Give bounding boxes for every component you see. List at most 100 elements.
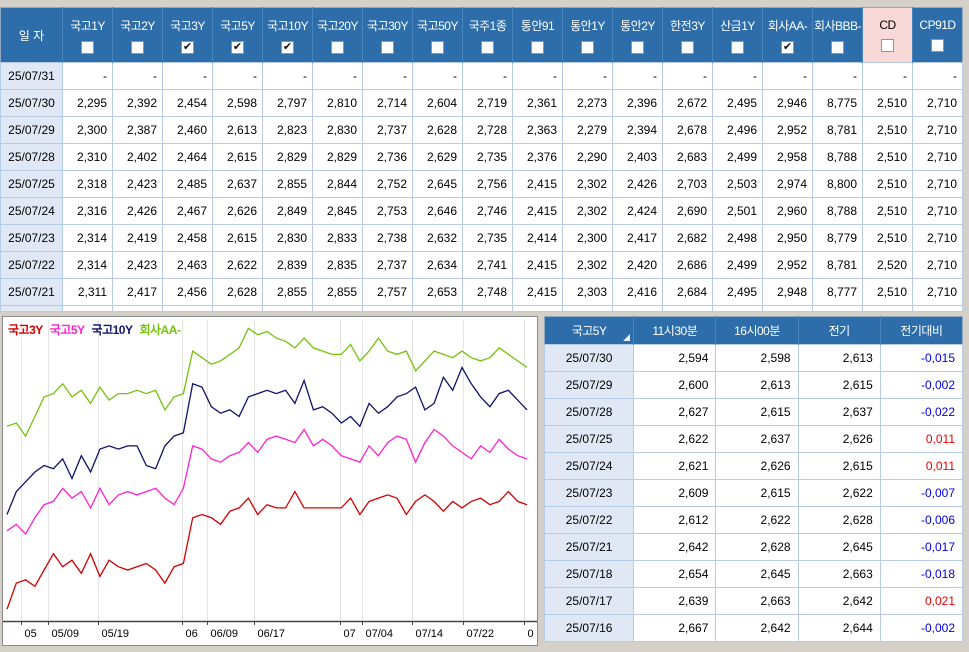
rate-cell: 8,779 — [812, 224, 863, 252]
column-header-CD[interactable]: CD — [862, 7, 913, 63]
column-checkbox-CD[interactable] — [881, 39, 894, 52]
rate-cell: 2,376 — [512, 143, 563, 171]
rate-cell: 2,622 — [212, 251, 263, 279]
column-header-국고20Y[interactable]: 국고20Y — [312, 7, 363, 63]
column-header-국고3Y[interactable]: 국고3Y ✔ — [162, 7, 213, 63]
rate-cell: 2,830 — [312, 116, 363, 144]
rate-cell: 2,710 — [912, 143, 963, 171]
column-checkbox-국고20Y[interactable] — [331, 40, 344, 54]
rate-cell: 2,361 — [512, 89, 563, 117]
column-header-국고30Y[interactable]: 국고30Y — [362, 7, 413, 63]
table-row: 25/07/24 2,316 2,426 2,467 2,626 2,849 2,845 2,… — [0, 197, 963, 225]
rate-cell: 2,302 — [562, 197, 613, 225]
column-header-회사AA-[interactable]: 회사AA- ✔ — [762, 7, 813, 63]
column-checkbox-국고10Y[interactable]: ✔ — [281, 40, 294, 54]
column-checkbox-한전3Y[interactable] — [681, 40, 694, 54]
row-date: 25/07/23 — [543, 479, 635, 507]
rate-cell: - — [312, 62, 363, 90]
column-checkbox-회사AA-[interactable]: ✔ — [781, 40, 794, 54]
rate-cell: 2,738 — [362, 224, 413, 252]
column-header-국고50Y[interactable]: 국고50Y — [412, 7, 463, 63]
column-checkbox-산금1Y[interactable] — [731, 40, 744, 54]
rate-cell: 2,403 — [612, 143, 663, 171]
rate-cell: 2,318 — [62, 170, 113, 198]
value-cell: 2,626 — [797, 425, 881, 453]
column-header-국고5Y[interactable]: 국고5Y ✔ — [212, 7, 263, 63]
column-checkbox-국고50Y[interactable] — [431, 40, 444, 54]
rate-cell: 2,735 — [462, 224, 513, 252]
empty-cell — [462, 305, 513, 312]
rate-cell: 2,686 — [662, 251, 713, 279]
detail-header-전기[interactable]: 전기 — [797, 316, 881, 345]
rate-cell: - — [362, 62, 413, 90]
value-cell: 2,645 — [715, 560, 799, 588]
column-label: CP91D — [919, 18, 956, 32]
column-header-국주1종[interactable]: 국주1종 — [462, 7, 513, 63]
rate-cell: 2,690 — [662, 197, 713, 225]
detail-row: 25/07/21 2,642 2,628 2,645 -0,017 — [543, 533, 964, 561]
column-header-회사BBB-[interactable]: 회사BBB- — [812, 7, 863, 63]
column-checkbox-국고30Y[interactable] — [381, 40, 394, 54]
detail-row: 25/07/25 2,622 2,637 2,626 0,011 — [543, 425, 964, 453]
column-checkbox-국주1종[interactable] — [481, 40, 494, 54]
column-header-국고1Y[interactable]: 국고1Y — [62, 7, 113, 63]
rate-cell: 2,710 — [912, 89, 963, 117]
rate-cell: 2,510 — [862, 116, 913, 144]
rate-cell: 2,833 — [312, 224, 363, 252]
column-header-산금1Y[interactable]: 산금1Y — [712, 7, 763, 63]
detail-header-instrument[interactable]: 국고5Y — [544, 316, 634, 345]
rate-cell: 2,637 — [212, 170, 263, 198]
rate-cell: 8,781 — [812, 116, 863, 144]
value-cell: 2,654 — [633, 560, 717, 588]
sort-indicator-icon — [623, 334, 631, 341]
column-header-통안91[interactable]: 통안91 — [512, 7, 563, 63]
rate-cell: 2,495 — [712, 278, 763, 306]
column-checkbox-통안2Y[interactable] — [631, 40, 644, 54]
rate-cell: 2,615 — [212, 224, 263, 252]
column-label: 산금1Y — [720, 18, 755, 33]
rate-cell: 2,464 — [162, 143, 213, 171]
detail-row: 25/07/24 2,621 2,626 2,615 0,011 — [543, 452, 964, 480]
rate-cell: - — [612, 62, 663, 90]
rate-cell: 2,737 — [362, 116, 413, 144]
column-checkbox-CP91D[interactable] — [931, 39, 944, 52]
rate-cell: 2,419 — [112, 224, 163, 252]
detail-row: 25/07/16 2,667 2,642 2,644 -0,002 — [543, 614, 964, 642]
rate-cell: - — [512, 62, 563, 90]
column-header-통안1Y[interactable]: 통안1Y — [562, 7, 613, 63]
column-checkbox-국고5Y[interactable]: ✔ — [231, 40, 244, 54]
table-row: 25/07/31- - - - - - - - - - - - - - - - - - — [0, 62, 963, 90]
rate-cell: 2,845 — [312, 197, 363, 225]
column-header-CP91D[interactable]: CP91D — [912, 7, 963, 63]
row-date: 25/07/22 — [0, 251, 63, 279]
empty-cell — [612, 305, 663, 312]
detail-header-16시00분[interactable]: 16시00분 — [715, 316, 799, 345]
column-label: 국고2Y — [120, 18, 155, 33]
detail-header-전기대비[interactable]: 전기대비 — [879, 316, 963, 345]
column-label: 통안1Y — [570, 18, 605, 33]
empty-cell — [262, 305, 313, 312]
column-checkbox-국고1Y[interactable] — [81, 40, 94, 54]
column-checkbox-통안91[interactable] — [531, 40, 544, 54]
column-checkbox-회사BBB-[interactable] — [831, 40, 844, 54]
column-label: 국고30Y — [367, 18, 408, 33]
row-date: 25/07/25 — [0, 170, 63, 198]
column-header-국고10Y[interactable]: 국고10Y ✔ — [262, 7, 313, 63]
rate-cell: 2,737 — [362, 251, 413, 279]
value-cell: 2,645 — [797, 533, 881, 561]
rate-cell: 2,604 — [412, 89, 463, 117]
column-checkbox-국고3Y[interactable]: ✔ — [181, 40, 194, 54]
column-header-한전3Y[interactable]: 한전3Y — [662, 7, 713, 63]
rate-cell: 2,426 — [112, 197, 163, 225]
column-checkbox-통안1Y[interactable] — [581, 40, 594, 54]
column-header-국고2Y[interactable]: 국고2Y — [112, 7, 163, 63]
svg-text:07: 07 — [344, 628, 356, 640]
rate-cell: 2,503 — [712, 170, 763, 198]
empty-cell — [162, 305, 213, 312]
column-label: 한전3Y — [670, 18, 705, 33]
rate-cell: 2,634 — [412, 251, 463, 279]
diff-cell: -0,022 — [879, 398, 964, 426]
detail-header-11시30분[interactable]: 11시30분 — [633, 316, 716, 345]
column-checkbox-국고2Y[interactable] — [131, 40, 144, 54]
column-header-통안2Y[interactable]: 통안2Y — [612, 7, 663, 63]
